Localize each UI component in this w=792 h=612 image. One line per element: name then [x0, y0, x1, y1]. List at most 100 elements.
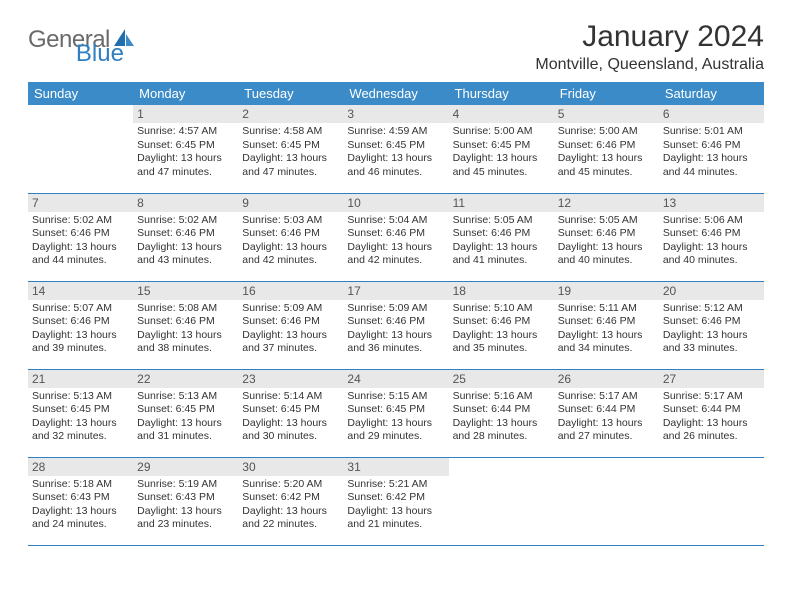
day-detail-line: and 43 minutes. — [137, 254, 234, 268]
day-number: 2 — [238, 105, 343, 123]
day-details: Sunrise: 5:02 AMSunset: 6:46 PMDaylight:… — [28, 212, 133, 273]
calendar-day-cell: . — [554, 457, 659, 545]
day-detail-line: Sunset: 6:46 PM — [558, 315, 655, 329]
day-detail-line: and 46 minutes. — [347, 166, 444, 180]
day-detail-line: Sunrise: 5:17 AM — [558, 390, 655, 404]
day-detail-line: and 35 minutes. — [453, 342, 550, 356]
day-detail-line: Sunset: 6:46 PM — [663, 315, 760, 329]
day-detail-line: Sunset: 6:46 PM — [347, 227, 444, 241]
calendar-day-cell: 3Sunrise: 4:59 AMSunset: 6:45 PMDaylight… — [343, 105, 448, 193]
day-details: Sunrise: 5:10 AMSunset: 6:46 PMDaylight:… — [449, 300, 554, 361]
day-detail-line: Sunset: 6:45 PM — [453, 139, 550, 153]
day-number: 28 — [28, 458, 133, 476]
day-detail-line: Sunrise: 5:00 AM — [453, 125, 550, 139]
day-detail-line: Daylight: 13 hours — [347, 329, 444, 343]
day-detail-line: Daylight: 13 hours — [137, 505, 234, 519]
day-details: Sunrise: 5:02 AMSunset: 6:46 PMDaylight:… — [133, 212, 238, 273]
day-detail-line: Daylight: 13 hours — [137, 241, 234, 255]
day-detail-line: Sunrise: 4:57 AM — [137, 125, 234, 139]
day-detail-line: and 26 minutes. — [663, 430, 760, 444]
day-detail-line: Sunrise: 5:15 AM — [347, 390, 444, 404]
day-detail-line: Sunset: 6:46 PM — [137, 227, 234, 241]
title-block: January 2024 Montville, Queensland, Aust… — [535, 20, 764, 74]
day-details: Sunrise: 5:00 AMSunset: 6:46 PMDaylight:… — [554, 123, 659, 184]
day-detail-line: Sunrise: 5:05 AM — [558, 214, 655, 228]
day-detail-line: Sunrise: 5:18 AM — [32, 478, 129, 492]
day-number: 12 — [554, 194, 659, 212]
day-number: 15 — [133, 282, 238, 300]
weekday-header: Thursday — [449, 82, 554, 105]
day-detail-line: Sunset: 6:45 PM — [137, 403, 234, 417]
day-detail-line: Daylight: 13 hours — [347, 241, 444, 255]
day-detail-line: Sunrise: 5:21 AM — [347, 478, 444, 492]
calendar-day-cell: 1Sunrise: 4:57 AMSunset: 6:45 PMDaylight… — [133, 105, 238, 193]
day-number: 10 — [343, 194, 448, 212]
day-detail-line: Sunset: 6:46 PM — [558, 227, 655, 241]
weekday-header: Tuesday — [238, 82, 343, 105]
day-detail-line: Daylight: 13 hours — [242, 329, 339, 343]
calendar-week-row: 7Sunrise: 5:02 AMSunset: 6:46 PMDaylight… — [28, 193, 764, 281]
day-detail-line: Sunset: 6:42 PM — [347, 491, 444, 505]
calendar-day-cell: 5Sunrise: 5:00 AMSunset: 6:46 PMDaylight… — [554, 105, 659, 193]
day-detail-line: and 42 minutes. — [242, 254, 339, 268]
calendar-day-cell: 22Sunrise: 5:13 AMSunset: 6:45 PMDayligh… — [133, 369, 238, 457]
calendar-day-cell: 21Sunrise: 5:13 AMSunset: 6:45 PMDayligh… — [28, 369, 133, 457]
day-detail-line: and 42 minutes. — [347, 254, 444, 268]
day-detail-line: Daylight: 13 hours — [242, 505, 339, 519]
day-detail-line: Sunrise: 5:01 AM — [663, 125, 760, 139]
day-details: Sunrise: 5:06 AMSunset: 6:46 PMDaylight:… — [659, 212, 764, 273]
calendar-day-cell: 13Sunrise: 5:06 AMSunset: 6:46 PMDayligh… — [659, 193, 764, 281]
day-detail-line: Sunset: 6:46 PM — [663, 139, 760, 153]
calendar-day-cell: 7Sunrise: 5:02 AMSunset: 6:46 PMDaylight… — [28, 193, 133, 281]
day-detail-line: Daylight: 13 hours — [137, 152, 234, 166]
day-details: Sunrise: 5:08 AMSunset: 6:46 PMDaylight:… — [133, 300, 238, 361]
weekday-header-row: Sunday Monday Tuesday Wednesday Thursday… — [28, 82, 764, 105]
day-detail-line: Sunrise: 5:03 AM — [242, 214, 339, 228]
day-number: 9 — [238, 194, 343, 212]
day-number: 13 — [659, 194, 764, 212]
day-details: Sunrise: 5:04 AMSunset: 6:46 PMDaylight:… — [343, 212, 448, 273]
day-number: 20 — [659, 282, 764, 300]
day-detail-line: Daylight: 13 hours — [137, 329, 234, 343]
day-detail-line: Sunset: 6:46 PM — [347, 315, 444, 329]
day-detail-line: Sunrise: 5:02 AM — [137, 214, 234, 228]
day-number: 21 — [28, 370, 133, 388]
day-detail-line: Daylight: 13 hours — [137, 417, 234, 431]
day-detail-line: Sunset: 6:46 PM — [242, 315, 339, 329]
calendar-day-cell: 28 Sunrise: 5:18 AMSunset: 6:43 PMDayligh… — [28, 457, 133, 545]
day-detail-line: Daylight: 13 hours — [663, 417, 760, 431]
day-detail-line: Sunrise: 5:05 AM — [453, 214, 550, 228]
day-details: Sunrise: 5:14 AMSunset: 6:45 PMDaylight:… — [238, 388, 343, 449]
day-number: 16 — [238, 282, 343, 300]
day-detail-line: Sunrise: 5:08 AM — [137, 302, 234, 316]
day-detail-line: Daylight: 13 hours — [32, 505, 129, 519]
calendar-day-cell: 20Sunrise: 5:12 AMSunset: 6:46 PMDayligh… — [659, 281, 764, 369]
day-details: Sunrise: 5:13 AMSunset: 6:45 PMDaylight:… — [133, 388, 238, 449]
day-details: Sunrise: 5:01 AMSunset: 6:46 PMDaylight:… — [659, 123, 764, 184]
day-detail-line: Daylight: 13 hours — [32, 329, 129, 343]
day-detail-line: and 28 minutes. — [453, 430, 550, 444]
day-number: 14 — [28, 282, 133, 300]
calendar-day-cell: 23Sunrise: 5:14 AMSunset: 6:45 PMDayligh… — [238, 369, 343, 457]
day-detail-line: and 45 minutes. — [453, 166, 550, 180]
day-detail-line: and 30 minutes. — [242, 430, 339, 444]
day-detail-line: and 40 minutes. — [558, 254, 655, 268]
day-number: 29 — [133, 458, 238, 476]
day-detail-line: Sunrise: 5:09 AM — [347, 302, 444, 316]
day-details: Sunrise: 5:07 AMSunset: 6:46 PMDaylight:… — [28, 300, 133, 361]
day-detail-line: Sunrise: 5:07 AM — [32, 302, 129, 316]
calendar-day-cell: 2Sunrise: 4:58 AMSunset: 6:45 PMDaylight… — [238, 105, 343, 193]
day-detail-line: Sunset: 6:46 PM — [242, 227, 339, 241]
calendar-day-cell: . — [659, 457, 764, 545]
day-details: Sunrise: 5:05 AMSunset: 6:46 PMDaylight:… — [449, 212, 554, 273]
day-details: Sunrise: 5:19 AMSunset: 6:43 PMDaylight:… — [133, 476, 238, 537]
day-detail-line: Daylight: 13 hours — [242, 417, 339, 431]
day-detail-line: and 24 minutes. — [32, 518, 129, 532]
day-detail-line: and 31 minutes. — [137, 430, 234, 444]
day-detail-line: Sunset: 6:43 PM — [32, 491, 129, 505]
day-details: Sunrise: 5:05 AMSunset: 6:46 PMDaylight:… — [554, 212, 659, 273]
day-details: Sunrise: 5:16 AMSunset: 6:44 PMDaylight:… — [449, 388, 554, 449]
calendar-week-row: 14Sunrise: 5:07 AMSunset: 6:46 PMDayligh… — [28, 281, 764, 369]
day-details: Sunrise: 5:00 AMSunset: 6:45 PMDaylight:… — [449, 123, 554, 184]
day-detail-line: Sunrise: 5:20 AM — [242, 478, 339, 492]
